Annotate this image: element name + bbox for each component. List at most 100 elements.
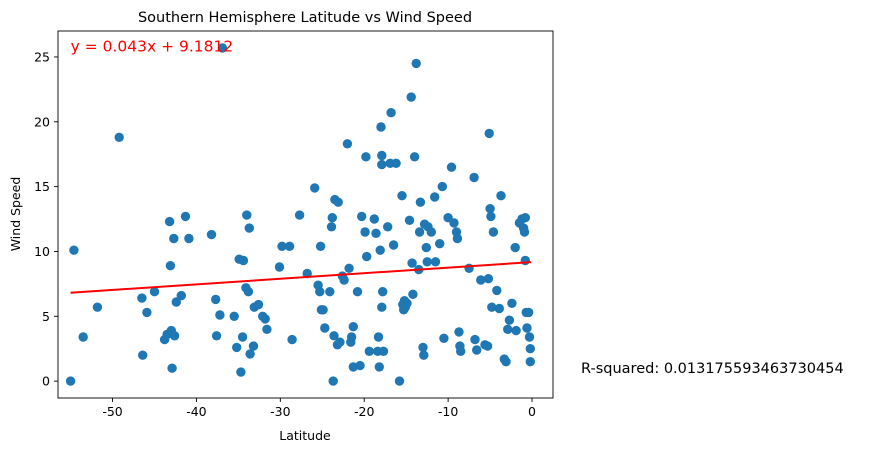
data-point [320,323,330,333]
data-point [421,242,431,253]
data-point [402,298,412,308]
data-point [362,251,372,262]
data-point [470,334,480,345]
data-point [344,263,354,273]
data-point [260,314,270,324]
data-point [483,274,494,284]
data-point [78,332,88,342]
data-point [287,334,297,345]
data-point [377,150,387,161]
data-point [167,363,177,373]
data-point [452,233,463,244]
data-point [504,315,515,325]
data-point [378,346,389,356]
data-point [171,297,181,307]
x-tick-label: -40 [186,404,206,419]
data-point [232,342,242,353]
data-point [333,197,343,207]
data-point [262,324,272,334]
data-point [418,342,428,353]
x-tick-label: -20 [354,404,374,419]
y-tick-label: 0 [42,374,50,389]
data-point [507,298,517,308]
data-point [176,290,186,301]
data-point [377,159,387,170]
plot-area: y = 0.043x + 9.1812 -50 -40 -30 -20 -10 0 0 5 10 1… [34,38,536,419]
data-point [327,213,337,223]
data-point [339,275,349,285]
data-point [394,376,405,386]
x-axis-label: Latitude [279,428,331,443]
data-point [525,357,535,367]
data-point [511,325,521,336]
data-point [524,307,534,318]
y-tick-label: 25 [34,49,50,64]
data-point [494,303,504,314]
data-point [406,92,416,102]
data-point [274,262,285,272]
data-point [437,181,447,192]
data-point [522,323,532,333]
data-point [482,341,493,351]
data-point [137,293,147,303]
data-point [329,331,339,341]
data-point [391,158,401,168]
data-point [485,204,495,214]
data-point [439,333,449,343]
data-point [377,302,387,312]
data-point [464,263,474,273]
data-point [520,255,530,266]
data-point [165,261,176,271]
data-point [238,255,249,266]
data-point [318,305,328,315]
y-tick-label: 5 [42,309,50,324]
regression-line [70,261,532,294]
data-point [404,215,415,225]
axes-frame [57,30,554,399]
data-point [469,172,479,183]
data-point [487,302,497,312]
y-tick-label: 20 [34,114,50,129]
data-point [430,257,441,267]
data-point [211,294,221,305]
data-point [374,362,384,372]
x-tick-label: -30 [270,404,290,419]
data-point [415,197,426,207]
data-point [435,239,445,249]
data-point [492,285,502,296]
data-point [388,240,399,250]
data-point [472,345,482,355]
data-point [510,242,520,253]
data-point [503,324,513,334]
data-point [369,214,379,224]
data-point [525,344,535,354]
data-point [426,227,436,237]
data-point [243,287,254,297]
data-point [519,227,530,237]
data-point [488,227,499,237]
data-point [419,350,429,360]
data-point [138,350,148,360]
data-point [386,108,396,118]
data-point [501,357,511,367]
data-point [397,191,407,201]
data-point [496,191,506,201]
data-point [237,332,248,342]
data-point [244,223,254,233]
y-tick-label: 15 [34,179,50,194]
data-point [215,310,225,320]
data-point [114,132,124,142]
data-point [335,337,345,347]
data-point [422,257,432,267]
x-tick-label: 0 [528,404,536,419]
data-point [284,241,295,251]
data-point [248,341,259,351]
data-point [92,302,103,312]
data-point [430,192,440,202]
data-point [184,233,194,244]
data-point [149,287,160,297]
y-tick-label: 10 [34,244,50,259]
data-point [484,128,494,139]
